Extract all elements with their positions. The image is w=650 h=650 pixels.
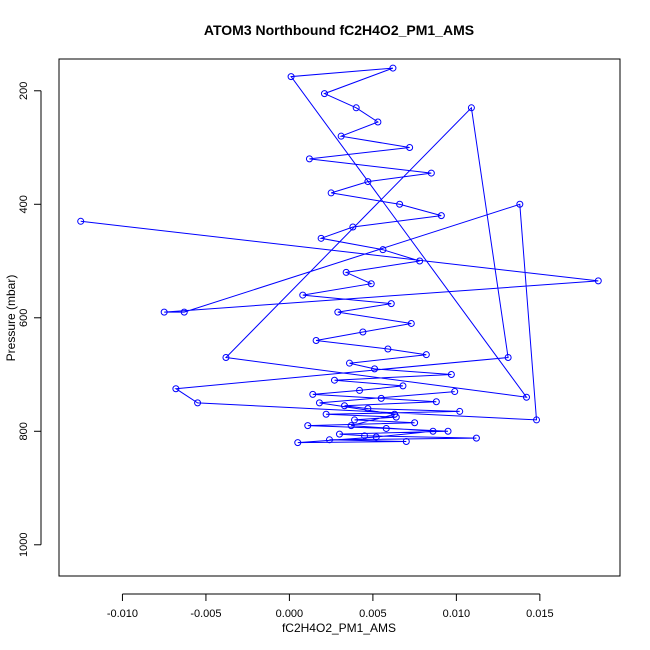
data-point bbox=[402, 438, 410, 446]
data-point bbox=[312, 336, 320, 344]
data-point bbox=[416, 257, 424, 265]
data-point bbox=[222, 354, 230, 362]
data-point bbox=[384, 345, 392, 353]
data-point bbox=[320, 90, 328, 98]
data-point bbox=[77, 217, 85, 225]
data-point bbox=[411, 419, 419, 427]
data-point bbox=[364, 405, 372, 413]
data-point bbox=[347, 422, 355, 430]
data-point bbox=[396, 200, 404, 208]
y-axis-label: Pressure (mbar) bbox=[4, 275, 18, 362]
data-point bbox=[334, 308, 342, 316]
data-point bbox=[444, 427, 452, 435]
data-point bbox=[317, 234, 325, 242]
data-point bbox=[351, 416, 359, 424]
data-point bbox=[422, 351, 430, 359]
data-point bbox=[447, 371, 455, 379]
data-point bbox=[406, 144, 414, 152]
y-tick-label: 1000 bbox=[18, 533, 30, 557]
plot-frame bbox=[58, 58, 621, 577]
data-point bbox=[371, 365, 379, 373]
y-axis: 200 400 600 800 1000 bbox=[18, 82, 42, 557]
x-tick-label: 0.010 bbox=[443, 608, 471, 620]
data-point bbox=[337, 132, 345, 140]
y-tick-label: 400 bbox=[18, 195, 30, 213]
x-tick-label: 0.015 bbox=[526, 608, 554, 620]
x-tick-label: 0.000 bbox=[276, 608, 304, 620]
data-point bbox=[391, 410, 399, 418]
data-point bbox=[429, 427, 437, 435]
data-point bbox=[516, 200, 524, 208]
data-point bbox=[349, 223, 357, 231]
data-point bbox=[172, 385, 180, 393]
data-point bbox=[352, 104, 360, 112]
data-point bbox=[356, 386, 364, 394]
data-point bbox=[472, 434, 480, 442]
data-point bbox=[325, 436, 333, 444]
data-point bbox=[327, 189, 335, 197]
data-point bbox=[437, 212, 445, 220]
data-point bbox=[432, 398, 440, 406]
data-point bbox=[594, 277, 602, 285]
x-axis-label: fC2H4O2_PM1_AMS bbox=[282, 621, 396, 635]
data-point bbox=[374, 118, 382, 126]
x-tick-label: 0.005 bbox=[359, 608, 387, 620]
y-tick-label: 800 bbox=[18, 422, 30, 440]
data-point bbox=[180, 308, 188, 316]
data-point bbox=[305, 155, 313, 163]
data-point bbox=[523, 393, 530, 401]
y-tick-label: 200 bbox=[18, 82, 30, 100]
data-point bbox=[407, 319, 415, 327]
data-point bbox=[427, 169, 435, 177]
data-point bbox=[346, 359, 354, 367]
data-point bbox=[364, 178, 372, 186]
data-point bbox=[309, 390, 317, 398]
data-point bbox=[387, 300, 395, 308]
data-point bbox=[379, 246, 387, 254]
data-point bbox=[342, 268, 350, 276]
data-point bbox=[451, 388, 459, 396]
x-tick-label: -0.005 bbox=[190, 608, 221, 620]
data-point bbox=[287, 73, 295, 81]
data-point bbox=[372, 433, 380, 441]
data-point bbox=[341, 402, 349, 410]
data-point bbox=[294, 439, 302, 447]
y-tick-label: 600 bbox=[18, 309, 30, 327]
data-point bbox=[377, 394, 385, 402]
data-point bbox=[322, 410, 330, 418]
data-point bbox=[467, 104, 475, 112]
plot-area bbox=[77, 64, 602, 447]
data-point bbox=[367, 280, 375, 288]
x-tick-label: -0.010 bbox=[107, 608, 138, 620]
data-point bbox=[456, 407, 464, 415]
series-line bbox=[80, 67, 599, 444]
data-point bbox=[330, 376, 338, 384]
data-point bbox=[399, 382, 407, 390]
chart-title: ATOM3 Northbound fC2H4O2_PM1_AMS bbox=[204, 22, 474, 38]
data-point bbox=[315, 399, 323, 407]
data-point bbox=[160, 308, 168, 316]
data-point bbox=[504, 354, 512, 362]
data-point bbox=[304, 422, 312, 430]
data-point bbox=[389, 64, 397, 72]
data-point bbox=[299, 291, 307, 299]
data-point bbox=[382, 424, 390, 432]
x-axis: -0.010 -0.005 0.000 0.005 0.010 0.015 bbox=[107, 593, 554, 620]
data-point bbox=[533, 416, 541, 424]
data-point bbox=[361, 432, 369, 440]
data-point bbox=[336, 430, 343, 438]
data-point bbox=[194, 399, 202, 407]
data-point bbox=[359, 328, 367, 336]
